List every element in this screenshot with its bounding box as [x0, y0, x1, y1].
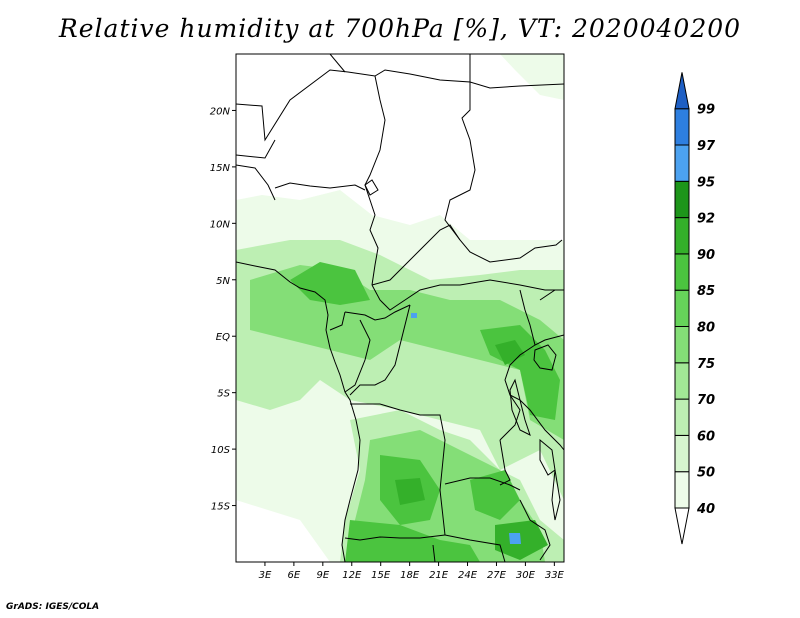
rh-75-region — [250, 265, 564, 440]
lon-tick-label: 12E — [342, 570, 362, 581]
lon-tick-label: 9E — [316, 570, 329, 581]
lon-tick-label: 24E — [458, 570, 478, 581]
colorbar-segment — [674, 217, 690, 255]
colorbar-segment — [674, 108, 690, 146]
colorbar-segment — [674, 144, 690, 182]
latitude-axis: 20N 15N 10N 5N EQ 5S 10S 15S — [210, 106, 236, 513]
lat-tick-label: 20N — [210, 106, 231, 117]
grads-credit: GrADS: IGES/COLA — [6, 602, 100, 612]
colorbar-label: 40 — [696, 502, 715, 517]
colorbar: 40 50 60 70 75 80 85 90 92 95 97 99 — [674, 72, 716, 545]
rh-40-region-north — [500, 54, 564, 100]
colorbar-segment — [674, 471, 690, 509]
colorbar-below-arrow — [674, 507, 690, 545]
lat-tick-label: 15N — [210, 163, 231, 174]
colorbar-label: 97 — [697, 139, 716, 154]
colorbar-label: 80 — [697, 321, 715, 336]
lat-tick-label: EQ — [216, 332, 230, 343]
colorbar-segment — [674, 362, 690, 400]
lat-tick-label: 10N — [210, 219, 231, 230]
colorbar-segment — [674, 434, 690, 473]
rh-85-region-se — [470, 470, 520, 520]
lakes — [364, 179, 561, 521]
map-title: Relative humidity at 700hPa [%], VT: 202… — [58, 14, 742, 43]
rh-85-region — [290, 262, 370, 305]
colorbar-segment — [674, 289, 690, 328]
longitude-axis: 3E 6E 9E 12E 15E 18E 21E 24E 27E 30E 33E — [259, 562, 565, 581]
lon-tick-label: 21E — [429, 570, 449, 581]
colorbar-segment — [674, 398, 690, 436]
lon-tick-label: 18E — [400, 570, 420, 581]
humidity-field — [236, 54, 564, 562]
rh-90-region-se — [495, 520, 548, 560]
colorbar-label: 60 — [697, 429, 715, 444]
rh-90-region — [495, 340, 525, 365]
rh-95-spot-2 — [411, 313, 417, 318]
rh-85-region-sw — [345, 520, 480, 562]
colorbar-label: 99 — [697, 103, 715, 118]
lon-tick-label: 30E — [516, 570, 536, 581]
colorbar-segment — [674, 253, 690, 291]
colorbar-label: 85 — [697, 284, 715, 299]
colorbar-label: 90 — [697, 248, 715, 263]
colorbar-label: 92 — [697, 212, 715, 227]
colorbar-label: 70 — [697, 393, 715, 408]
colorbar-top-arrow — [674, 72, 690, 110]
coastline-borders — [236, 54, 564, 562]
colorbar-segment — [674, 180, 690, 219]
colorbar-label: 75 — [697, 357, 715, 372]
lon-tick-label: 3E — [259, 570, 272, 581]
colorbar-label: 95 — [697, 175, 715, 190]
rh-95-spot — [509, 533, 521, 544]
lat-tick-label: 5N — [216, 276, 230, 287]
lon-tick-label: 27E — [487, 570, 507, 581]
colorbar-segment — [674, 326, 690, 364]
lat-tick-label: 15S — [211, 502, 231, 513]
lon-tick-label: 15E — [371, 570, 391, 581]
colorbar-label: 50 — [697, 466, 715, 481]
lat-tick-label: 10S — [211, 445, 231, 456]
lat-tick-label: 5S — [217, 389, 230, 400]
lon-tick-label: 6E — [288, 570, 301, 581]
map-frame — [235, 53, 565, 563]
rh-90-region-s — [395, 478, 425, 505]
lon-tick-label: 33E — [545, 570, 565, 581]
